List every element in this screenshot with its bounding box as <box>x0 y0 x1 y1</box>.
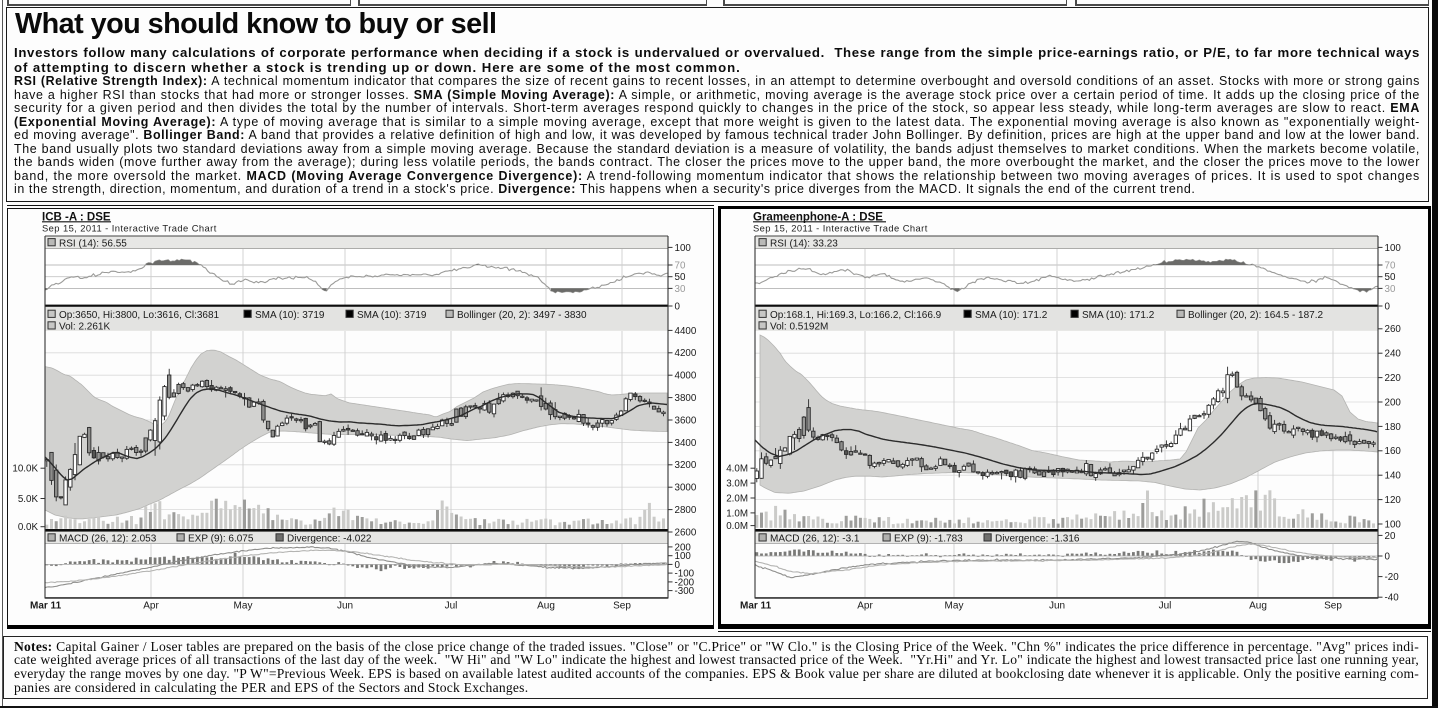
svg-text:Aug: Aug <box>537 601 555 612</box>
svg-text:100: 100 <box>675 243 692 254</box>
svg-text:2800: 2800 <box>675 505 697 516</box>
svg-text:May: May <box>945 601 964 612</box>
svg-text:100: 100 <box>675 551 692 562</box>
svg-text:Apr: Apr <box>857 601 873 612</box>
svg-text:240: 240 <box>1385 349 1402 360</box>
svg-text:0: 0 <box>675 560 681 571</box>
svg-text:Sep: Sep <box>1324 601 1342 612</box>
svg-text:MACD (26, 12): 2.053: MACD (26, 12): 2.053 <box>59 533 157 544</box>
svg-text:SMA (10): 3719: SMA (10): 3719 <box>357 310 427 321</box>
svg-text:SMA (10): 3719: SMA (10): 3719 <box>255 310 325 321</box>
svg-text:3600: 3600 <box>675 415 697 426</box>
svg-text:3400: 3400 <box>675 438 697 449</box>
svg-text:0: 0 <box>1385 551 1391 562</box>
svg-text:Sep 15, 2011 - Interactive Tra: Sep 15, 2011 - Interactive Trade Chart <box>753 223 928 234</box>
svg-text:Op:168.1, Hi:169.3, Lo:166.2,: Op:168.1, Hi:169.3, Lo:166.2, Cl:166.9 <box>770 310 942 321</box>
svg-text:Jun: Jun <box>1049 601 1065 612</box>
svg-text:70: 70 <box>675 260 686 271</box>
svg-text:220: 220 <box>1385 373 1402 384</box>
svg-text:Bollinger (20, 2): 3497 - 3830: Bollinger (20, 2): 3497 - 3830 <box>457 310 587 321</box>
svg-text:0: 0 <box>1385 301 1391 312</box>
svg-text:3800: 3800 <box>675 393 697 404</box>
svg-text:50: 50 <box>675 272 686 283</box>
svg-text:-300: -300 <box>675 586 695 597</box>
svg-text:RSI (14): 56.55: RSI (14): 56.55 <box>59 238 127 249</box>
svg-text:Jul: Jul <box>445 601 458 612</box>
svg-text:200: 200 <box>675 542 692 553</box>
svg-text:3.0M: 3.0M <box>726 479 748 490</box>
svg-text:4200: 4200 <box>675 348 697 359</box>
svg-text:260: 260 <box>1385 324 1402 335</box>
svg-text:SMA (10): 171.2: SMA (10): 171.2 <box>975 310 1048 321</box>
svg-text:120: 120 <box>1385 495 1402 506</box>
svg-text:Sep: Sep <box>613 601 631 612</box>
svg-text:30: 30 <box>1385 284 1396 295</box>
svg-text:10.0K: 10.0K <box>12 464 38 475</box>
svg-text:RSI (14): 33.23: RSI (14): 33.23 <box>770 238 838 249</box>
svg-text:-100: -100 <box>675 569 695 580</box>
svg-text:Aug: Aug <box>1249 601 1267 612</box>
svg-text:30: 30 <box>675 284 686 295</box>
svg-text:50: 50 <box>1385 272 1396 283</box>
svg-text:Mar 11: Mar 11 <box>30 601 62 612</box>
svg-text:May: May <box>234 601 253 612</box>
svg-text:3200: 3200 <box>675 460 697 471</box>
svg-text:100: 100 <box>1385 519 1402 530</box>
svg-text:100: 100 <box>1385 243 1402 254</box>
svg-text:140: 140 <box>1385 471 1402 482</box>
svg-text:2.0M: 2.0M <box>726 493 748 504</box>
svg-text:5.0K: 5.0K <box>18 494 39 505</box>
svg-text:200: 200 <box>1385 397 1402 408</box>
svg-text:Divergence: -4.022: Divergence: -4.022 <box>287 533 372 544</box>
svg-text:4000: 4000 <box>675 371 697 382</box>
svg-text:4.0M: 4.0M <box>726 464 748 475</box>
svg-text:-200: -200 <box>675 577 695 588</box>
svg-text:ICB -A : DSE: ICB -A : DSE <box>42 212 111 224</box>
svg-text:EXP (9): 6.075: EXP (9): 6.075 <box>188 533 254 544</box>
svg-text:Op:3650, Hi:3800, Lo:3616, Cl:: Op:3650, Hi:3800, Lo:3616, Cl:3681 <box>59 310 220 321</box>
svg-text:Apr: Apr <box>143 601 159 612</box>
svg-text:180: 180 <box>1385 422 1402 433</box>
svg-text:3000: 3000 <box>675 483 697 494</box>
svg-text:-20: -20 <box>1385 572 1400 583</box>
svg-text:2600: 2600 <box>675 527 697 538</box>
svg-text:0: 0 <box>675 301 681 312</box>
svg-text:0.0M: 0.0M <box>726 521 748 532</box>
svg-text:4400: 4400 <box>675 326 697 337</box>
svg-text:Mar 11: Mar 11 <box>740 601 772 612</box>
svg-text:Jul: Jul <box>1159 601 1172 612</box>
svg-text:Jun: Jun <box>337 601 353 612</box>
svg-text:Bollinger (20, 2): 164.5 - 187: Bollinger (20, 2): 164.5 - 187.2 <box>1188 310 1324 321</box>
svg-text:20: 20 <box>1385 531 1396 542</box>
svg-text:70: 70 <box>1385 260 1396 271</box>
svg-text:Grameenphone-A : DSE: Grameenphone-A : DSE <box>753 212 883 224</box>
svg-text:Divergence: -1.316: Divergence: -1.316 <box>995 533 1080 544</box>
svg-text:Vol: 0.5192M: Vol: 0.5192M <box>770 321 828 332</box>
svg-text:SMA (10): 171.2: SMA (10): 171.2 <box>1082 310 1155 321</box>
svg-text:160: 160 <box>1385 446 1402 457</box>
svg-text:Sep 15, 2011 - Interactive Tra: Sep 15, 2011 - Interactive Trade Chart <box>42 223 217 234</box>
svg-text:1.0M: 1.0M <box>726 508 748 519</box>
svg-text:EXP (9): -1.783: EXP (9): -1.783 <box>894 533 963 544</box>
svg-text:-40: -40 <box>1385 593 1400 604</box>
svg-text:Vol: 2.261K: Vol: 2.261K <box>59 321 110 332</box>
svg-text:0.0K: 0.0K <box>18 522 39 533</box>
svg-text:MACD (26, 12): -3.1: MACD (26, 12): -3.1 <box>770 533 860 544</box>
